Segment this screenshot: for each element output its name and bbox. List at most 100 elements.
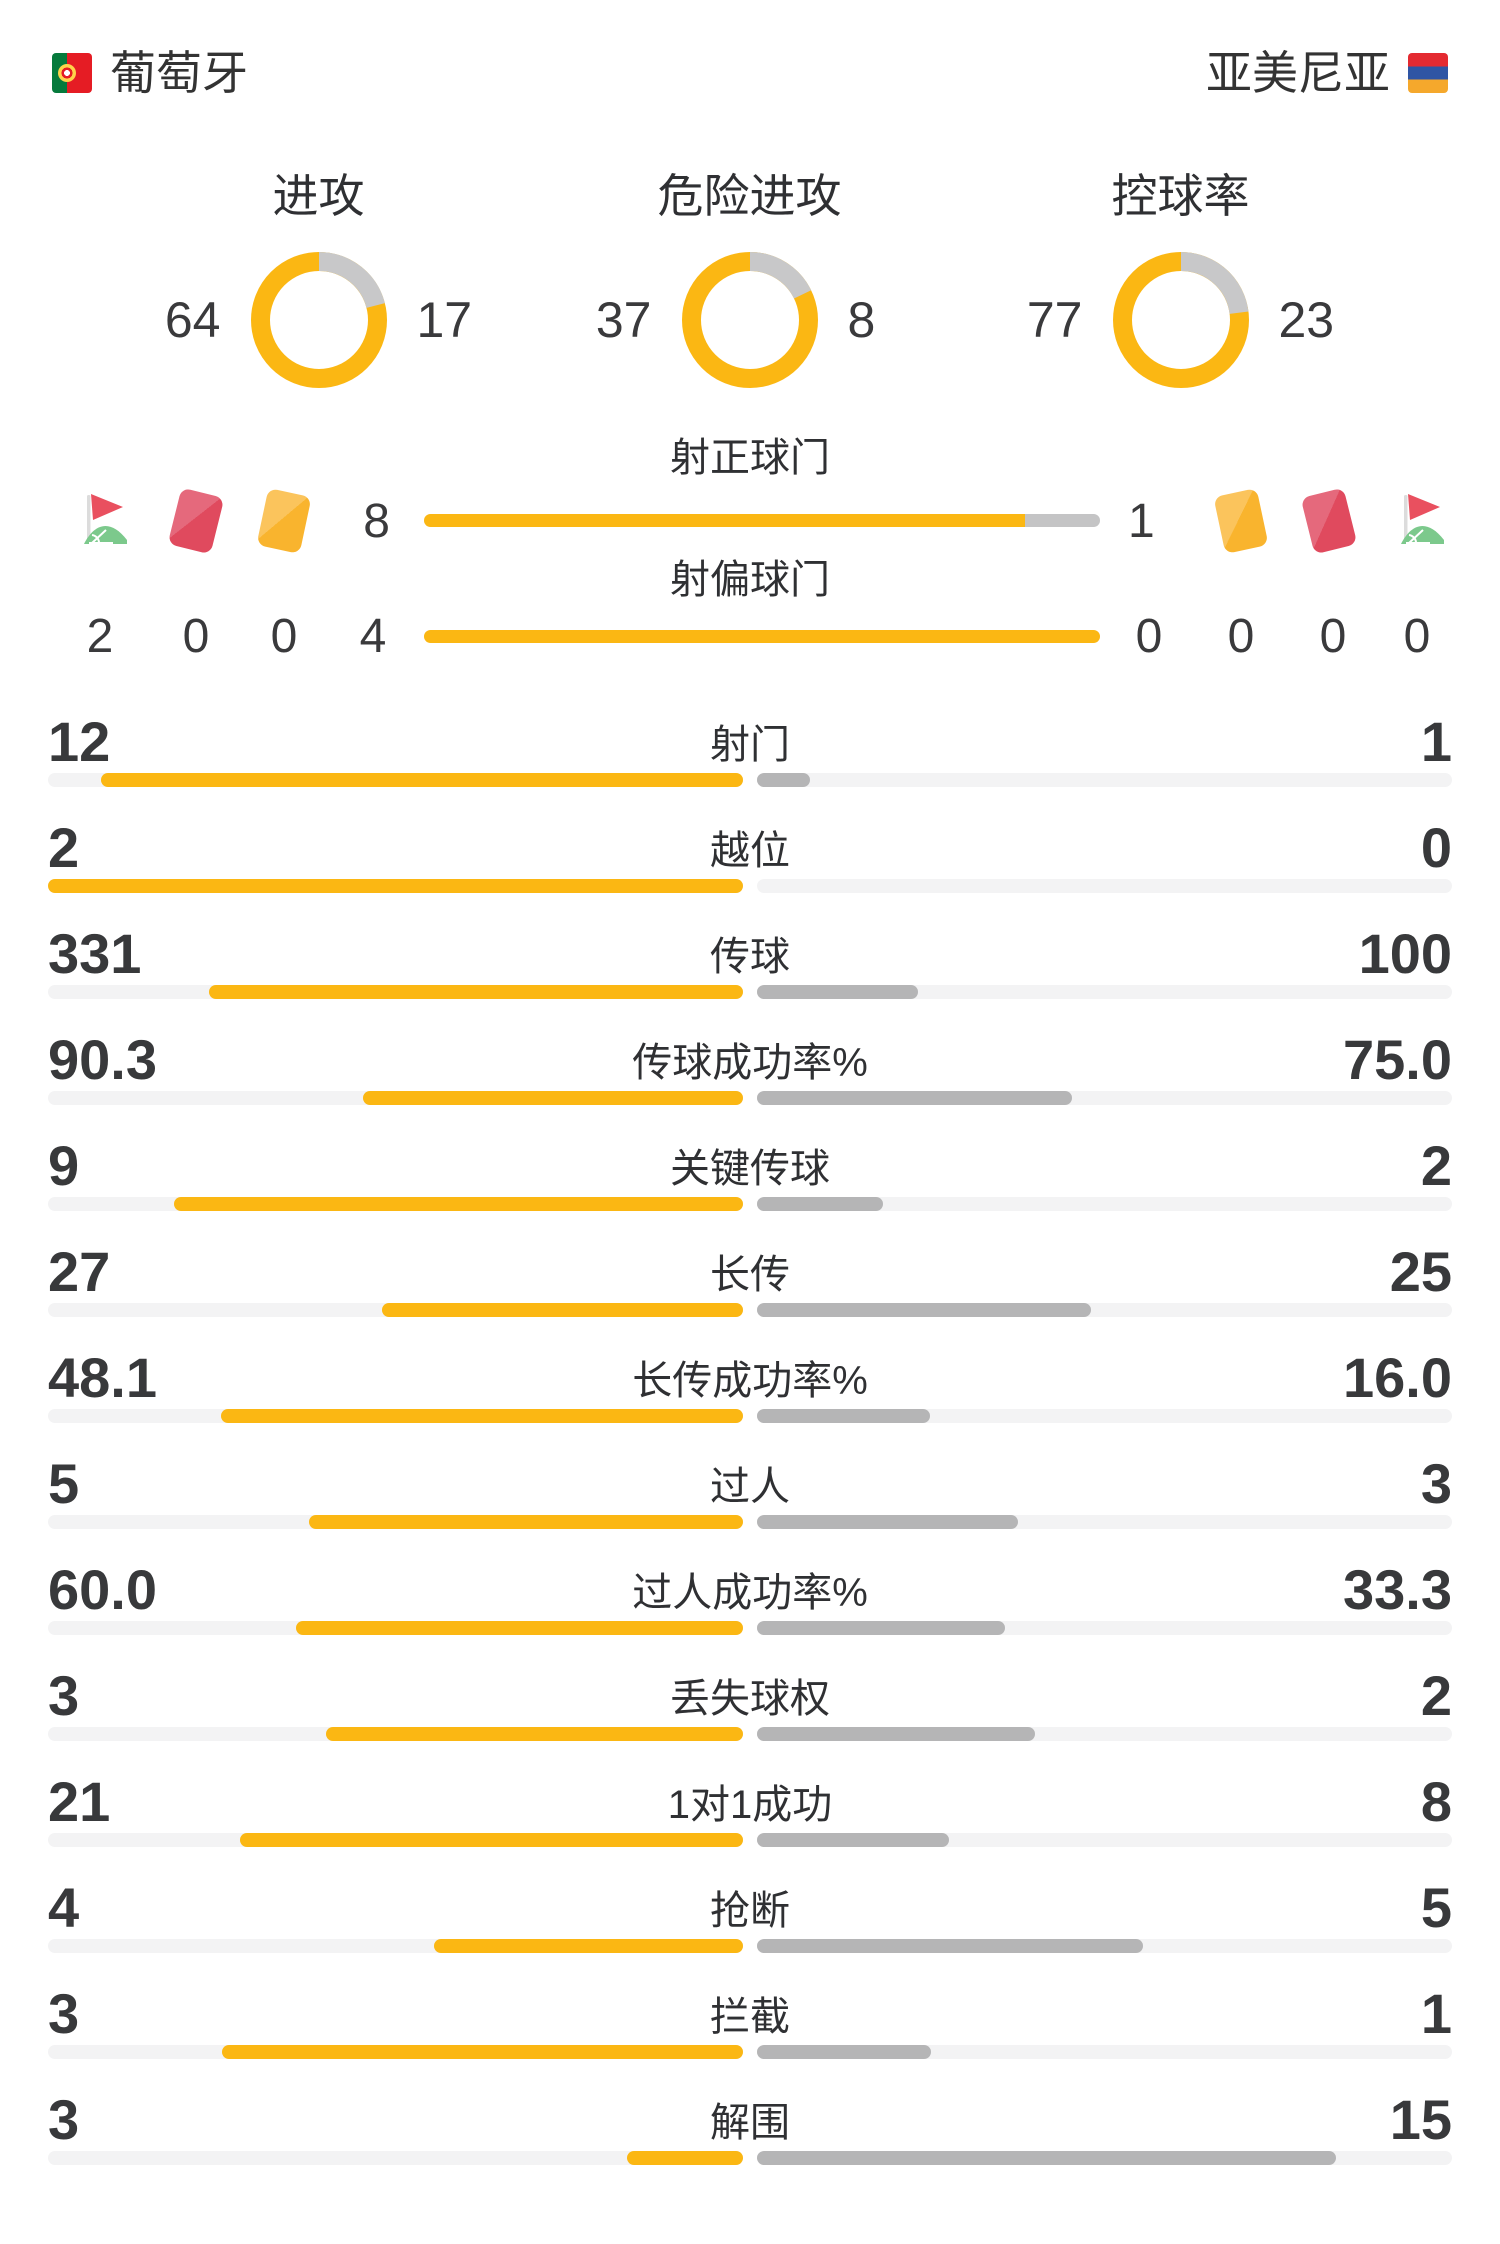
stat-home-value: 60.0 <box>48 1557 157 1621</box>
donut-chart: 进攻 64 17 <box>103 170 534 388</box>
stat-away-fill <box>757 985 918 999</box>
shots-off-target-home-value: 4 <box>359 610 387 663</box>
stat-away-fill <box>757 2045 931 2059</box>
stat-label: 过人 <box>710 1465 790 1509</box>
stat-away-fill <box>757 1515 1018 1529</box>
donut-label: 进攻 <box>272 170 365 222</box>
stat-away-track <box>757 1621 1452 1635</box>
stat-home-fill <box>209 985 743 999</box>
donut-section: 进攻 64 17 危险进攻 37 8 控球率 77 <box>103 170 1397 388</box>
red-card-icon <box>1300 487 1358 555</box>
away-team-name: 亚美尼亚 <box>1206 47 1390 99</box>
portugal-emblem <box>58 64 77 82</box>
stat-home-value: 2 <box>48 815 80 879</box>
away-team-header: 亚美尼亚 <box>1206 47 1448 99</box>
stat-home-track <box>48 1409 743 1423</box>
home-corners-count: 2 <box>86 610 114 663</box>
stat-row: 3 丢失球权 2 <box>48 1659 1452 1741</box>
stat-home-fill <box>627 2151 743 2165</box>
stat-away-fill <box>757 1833 949 1847</box>
stat-home-track <box>48 1833 743 1847</box>
stat-home-fill <box>101 773 743 787</box>
stat-row: 21 1对1成功 8 <box>48 1765 1452 1847</box>
away-red-cards-count: 0 <box>1319 610 1347 663</box>
shots-on-target-away-value: 1 <box>1128 495 1155 548</box>
stat-away-track <box>757 1515 1452 1529</box>
stat-label: 丢失球权 <box>670 1677 830 1721</box>
corner-flag-icon <box>1389 492 1445 548</box>
stat-home-fill <box>363 1091 743 1105</box>
stat-away-track <box>757 1727 1452 1741</box>
stat-row: 4 抢断 5 <box>48 1871 1452 1953</box>
donut-home-value: 77 <box>1026 292 1083 348</box>
stat-away-fill <box>757 1197 883 1211</box>
stat-home-value: 3 <box>48 1663 80 1727</box>
stat-row: 3 拦截 1 <box>48 1977 1452 2059</box>
stat-label: 1对1成功 <box>667 1783 833 1827</box>
shots-on-target-title: 射正球门 <box>670 436 830 480</box>
stat-away-value: 5 <box>1420 1875 1452 1939</box>
stat-row: 48.1 长传成功率% 16.0 <box>48 1341 1452 1423</box>
stat-away-value: 33.3 <box>1343 1557 1452 1621</box>
stat-home-value: 5 <box>48 1451 80 1515</box>
stat-home-track <box>48 1621 743 1635</box>
stat-away-value: 8 <box>1420 1769 1452 1833</box>
stat-home-fill <box>222 2045 743 2059</box>
stat-row: 331 传球 100 <box>48 917 1452 999</box>
donut-away-value: 8 <box>847 292 876 348</box>
shots-on-target-away-fill <box>1024 514 1100 527</box>
stat-away-track <box>757 879 1452 893</box>
donut-away-value: 17 <box>416 292 473 348</box>
stat-away-track <box>757 1303 1452 1317</box>
portugal-flag-icon <box>52 53 92 93</box>
donut-home-value: 64 <box>164 292 221 348</box>
stat-label: 解围 <box>710 2101 790 2145</box>
stat-away-value: 15 <box>1389 2087 1452 2151</box>
stat-home-fill <box>434 1939 743 1953</box>
donut-ring <box>1112 252 1249 388</box>
stat-away-value: 25 <box>1389 1239 1452 1303</box>
shots-off-target-home-fill <box>424 630 1100 643</box>
stat-row: 27 长传 25 <box>48 1235 1452 1317</box>
stat-home-track <box>48 1515 743 1529</box>
stat-away-track <box>757 1939 1452 1953</box>
stat-home-value: 4 <box>48 1875 80 1939</box>
stat-home-track <box>48 1303 743 1317</box>
stat-away-track <box>757 985 1452 999</box>
corner-flag-icon <box>72 492 128 548</box>
stat-home-value: 48.1 <box>48 1345 157 1409</box>
stat-home-fill <box>309 1515 743 1529</box>
stat-label: 过人成功率% <box>632 1571 868 1615</box>
stat-away-value: 1 <box>1420 709 1452 773</box>
stat-home-value: 331 <box>48 921 142 985</box>
stat-away-fill <box>757 2151 1336 2165</box>
shots-off-target-title: 射偏球门 <box>670 558 830 602</box>
stat-row: 2 越位 0 <box>48 811 1452 893</box>
stat-home-track <box>48 985 743 999</box>
stat-away-track <box>757 1197 1452 1211</box>
stat-away-track <box>757 1091 1452 1105</box>
away-corners-count: 0 <box>1403 610 1431 663</box>
stat-away-track <box>757 2151 1452 2165</box>
stat-away-value: 1 <box>1420 1981 1452 2045</box>
stat-home-track <box>48 2045 743 2059</box>
stat-label: 关键传球 <box>670 1147 830 1191</box>
stat-home-fill <box>174 1197 743 1211</box>
stat-label: 传球 <box>710 935 790 979</box>
stat-home-track <box>48 2151 743 2165</box>
stat-home-value: 9 <box>48 1133 80 1197</box>
stat-away-track <box>757 773 1452 787</box>
stat-away-fill <box>757 1939 1143 1953</box>
stat-home-value: 90.3 <box>48 1027 157 1091</box>
stat-home-fill <box>240 1833 743 1847</box>
stat-home-track <box>48 1091 743 1105</box>
stat-away-value: 2 <box>1420 1663 1452 1727</box>
stat-label: 越位 <box>710 829 790 873</box>
red-card-icon <box>167 487 225 555</box>
stat-label: 长传成功率% <box>632 1359 868 1403</box>
stat-row: 60.0 过人成功率% 33.3 <box>48 1553 1452 1635</box>
donut-chart: 控球率 77 23 <box>965 170 1396 388</box>
donut-ring <box>681 252 818 388</box>
stat-row: 5 过人 3 <box>48 1447 1452 1529</box>
